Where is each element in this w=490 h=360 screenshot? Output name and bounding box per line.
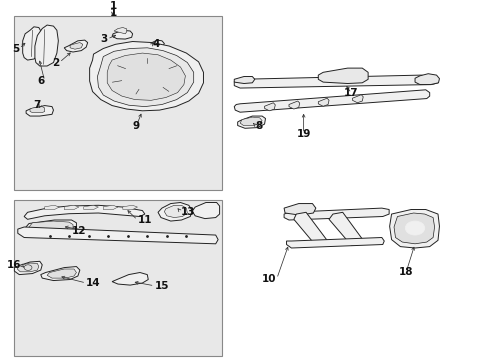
Polygon shape xyxy=(112,30,133,39)
Polygon shape xyxy=(352,95,363,103)
Text: 19: 19 xyxy=(296,129,311,139)
Polygon shape xyxy=(265,103,275,111)
Text: 17: 17 xyxy=(344,88,359,98)
Text: 6: 6 xyxy=(37,76,45,86)
Polygon shape xyxy=(234,77,255,84)
Polygon shape xyxy=(238,116,266,128)
Polygon shape xyxy=(415,74,440,85)
Text: 16: 16 xyxy=(7,260,21,270)
Text: 13: 13 xyxy=(180,207,195,217)
Polygon shape xyxy=(234,75,438,88)
Polygon shape xyxy=(164,205,187,217)
Polygon shape xyxy=(284,203,316,215)
Text: 8: 8 xyxy=(256,121,263,131)
Polygon shape xyxy=(318,98,329,106)
Polygon shape xyxy=(84,205,98,210)
Polygon shape xyxy=(24,220,76,237)
Polygon shape xyxy=(390,210,440,248)
Polygon shape xyxy=(90,41,203,111)
Text: 11: 11 xyxy=(138,215,152,225)
Polygon shape xyxy=(394,213,435,244)
Text: 12: 12 xyxy=(72,225,86,235)
Text: 9: 9 xyxy=(133,121,140,131)
Polygon shape xyxy=(98,48,194,107)
Polygon shape xyxy=(107,53,185,100)
Polygon shape xyxy=(14,261,42,275)
Bar xyxy=(14,16,222,190)
Polygon shape xyxy=(192,203,220,219)
Polygon shape xyxy=(70,42,83,49)
Polygon shape xyxy=(29,221,73,234)
Polygon shape xyxy=(41,266,80,280)
Polygon shape xyxy=(150,40,164,49)
Polygon shape xyxy=(64,40,88,52)
Polygon shape xyxy=(47,269,76,278)
Polygon shape xyxy=(17,263,39,272)
Polygon shape xyxy=(26,105,53,116)
Polygon shape xyxy=(318,68,368,84)
Polygon shape xyxy=(234,90,430,112)
Text: 14: 14 xyxy=(86,278,101,288)
Text: 10: 10 xyxy=(262,274,277,284)
Text: 3: 3 xyxy=(100,34,107,44)
Polygon shape xyxy=(123,205,138,210)
Bar xyxy=(14,200,222,356)
Polygon shape xyxy=(18,227,218,244)
Polygon shape xyxy=(284,208,389,220)
Polygon shape xyxy=(45,205,59,210)
Polygon shape xyxy=(35,25,58,66)
Text: 15: 15 xyxy=(155,281,169,291)
Circle shape xyxy=(405,221,425,235)
Polygon shape xyxy=(114,27,127,34)
Text: 2: 2 xyxy=(52,58,59,68)
Polygon shape xyxy=(30,107,45,113)
Text: 1: 1 xyxy=(109,8,117,18)
Polygon shape xyxy=(24,205,145,219)
Text: 4: 4 xyxy=(152,39,160,49)
Polygon shape xyxy=(329,212,363,246)
Polygon shape xyxy=(240,117,262,126)
Text: 5: 5 xyxy=(12,44,19,54)
Polygon shape xyxy=(23,27,41,60)
Polygon shape xyxy=(158,203,192,221)
Polygon shape xyxy=(112,273,148,285)
Text: 18: 18 xyxy=(399,267,414,277)
Polygon shape xyxy=(294,212,327,246)
Polygon shape xyxy=(103,205,118,210)
Polygon shape xyxy=(287,238,384,248)
Text: 1: 1 xyxy=(109,1,117,11)
Text: 7: 7 xyxy=(33,99,41,109)
Polygon shape xyxy=(64,205,79,210)
Polygon shape xyxy=(289,101,300,109)
